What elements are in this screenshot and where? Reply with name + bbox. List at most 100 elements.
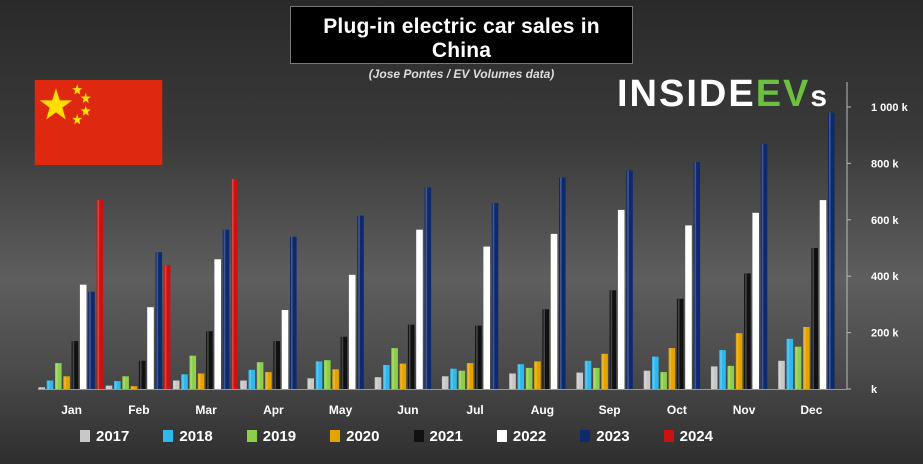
bar-2017-nov [710, 366, 718, 389]
bar-2020-apr [265, 372, 272, 389]
bar-highlight [384, 365, 386, 389]
bar-highlight [728, 365, 731, 389]
legend-label: 2021 [429, 427, 463, 445]
bars-layer [38, 112, 835, 390]
bar-2018-jul [450, 368, 457, 389]
x-tick-label-nov: Nov [733, 403, 756, 417]
y-tick-label: 1 000 k [871, 102, 909, 114]
bar-highlight [761, 143, 764, 389]
legend-item-2024: 2024 [663, 427, 713, 445]
bar-highlight [526, 367, 529, 389]
bar-2019-feb [122, 376, 129, 389]
bar-2019-aug [525, 367, 533, 389]
bar-2023-feb [155, 252, 163, 389]
bar-2023-aug [559, 177, 566, 389]
bar-highlight [241, 380, 243, 389]
bar-highlight [476, 325, 478, 389]
legend-swatch [496, 430, 507, 442]
bar-highlight [47, 380, 50, 389]
bar-2024-mar [231, 178, 238, 389]
legend-item-2019: 2019 [246, 428, 296, 445]
bar-highlight [333, 369, 335, 389]
legend-item-2020: 2020 [330, 428, 380, 445]
bar-2021-jun [407, 324, 415, 389]
bar-2023-jun [424, 187, 432, 389]
bar-2020-mar [197, 373, 205, 389]
bar-2017-dec [778, 360, 785, 389]
bar-2022-apr [281, 310, 289, 389]
bar-highlight [804, 327, 806, 389]
bar-highlight [492, 202, 495, 389]
bar-2018-nov [719, 350, 726, 389]
bar-2018-jun [383, 365, 390, 389]
bar-2019-jun [391, 348, 398, 389]
bar-highlight [72, 341, 75, 389]
bar-highlight [156, 252, 159, 389]
bar-highlight [560, 177, 562, 389]
legend-label: 2022 [512, 427, 547, 445]
bar-highlight [720, 350, 722, 389]
x-tick-label-feb: Feb [128, 403, 149, 417]
x-tick-label-jul: Jul [466, 403, 483, 417]
bar-2020-jan [63, 376, 70, 389]
bar-highlight [308, 378, 310, 389]
chart-title: Plug-in electric car sales in China [323, 15, 600, 62]
bar-2021-feb [138, 360, 146, 389]
bar-highlight [291, 236, 293, 389]
bar-highlight [56, 363, 58, 389]
y-tick-label: 400 k [871, 271, 899, 283]
insideevs-logo: INSIDEEVs [617, 72, 829, 116]
bar-2021-apr [273, 341, 280, 389]
y-tick-label: 800 k [871, 158, 899, 170]
bar-highlight [106, 385, 109, 389]
bar-highlight [694, 162, 697, 389]
china-flag-icon [34, 80, 163, 165]
bar-2020-dec [803, 327, 810, 389]
bar-2021-may [340, 336, 348, 389]
logo-text-s: s [810, 80, 830, 113]
bar-highlight [182, 374, 184, 389]
bar-2019-oct [660, 372, 667, 389]
bar-2017-apr [240, 380, 247, 389]
bar-highlight [173, 380, 176, 389]
bar-2019-mar [189, 355, 197, 389]
bar-highlight [190, 355, 193, 389]
bar-2023-jan [88, 291, 95, 389]
bar-highlight [89, 291, 91, 389]
bar-2020-feb [130, 386, 138, 389]
bar-2018-may [315, 361, 323, 389]
bar-2020-nov [735, 333, 743, 389]
legend-swatch [580, 430, 591, 442]
bar-2018-apr [248, 369, 256, 389]
bar-highlight [795, 346, 798, 389]
bar-2022-jun [416, 229, 423, 389]
bar-2021-jul [475, 325, 482, 389]
logo-text-ev: EV [755, 73, 811, 115]
bar-2020-jun [399, 363, 407, 389]
bar-highlight [745, 273, 747, 389]
bar-highlight [115, 381, 117, 389]
bar-2021-aug [542, 309, 549, 389]
legend-item-2023: 2023 [580, 428, 630, 445]
bar-2021-jan [71, 341, 79, 389]
bar-highlight [425, 187, 428, 389]
bar-2017-oct [643, 370, 651, 389]
x-axis: Jan Feb Mar Apr May Jun Jul Aug Sep Oct Nov Dec [61, 403, 822, 417]
x-tick-label-apr: Apr [263, 403, 284, 417]
bar-highlight [510, 373, 512, 389]
bar-highlight [64, 376, 66, 389]
bar-highlight [594, 367, 596, 389]
bar-highlight [518, 364, 521, 389]
bar-highlight [266, 372, 268, 389]
bar-2017-sep [576, 372, 583, 389]
bar-2022-aug [550, 233, 558, 389]
bar-highlight [442, 376, 445, 389]
bar-highlight [123, 376, 125, 389]
bar-highlight [274, 341, 276, 389]
bar-2022-may [348, 274, 356, 389]
legend-swatch [80, 430, 90, 442]
bar-2020-aug [534, 361, 541, 389]
bar-highlight [131, 386, 134, 389]
legend-label: 2024 [679, 427, 713, 445]
